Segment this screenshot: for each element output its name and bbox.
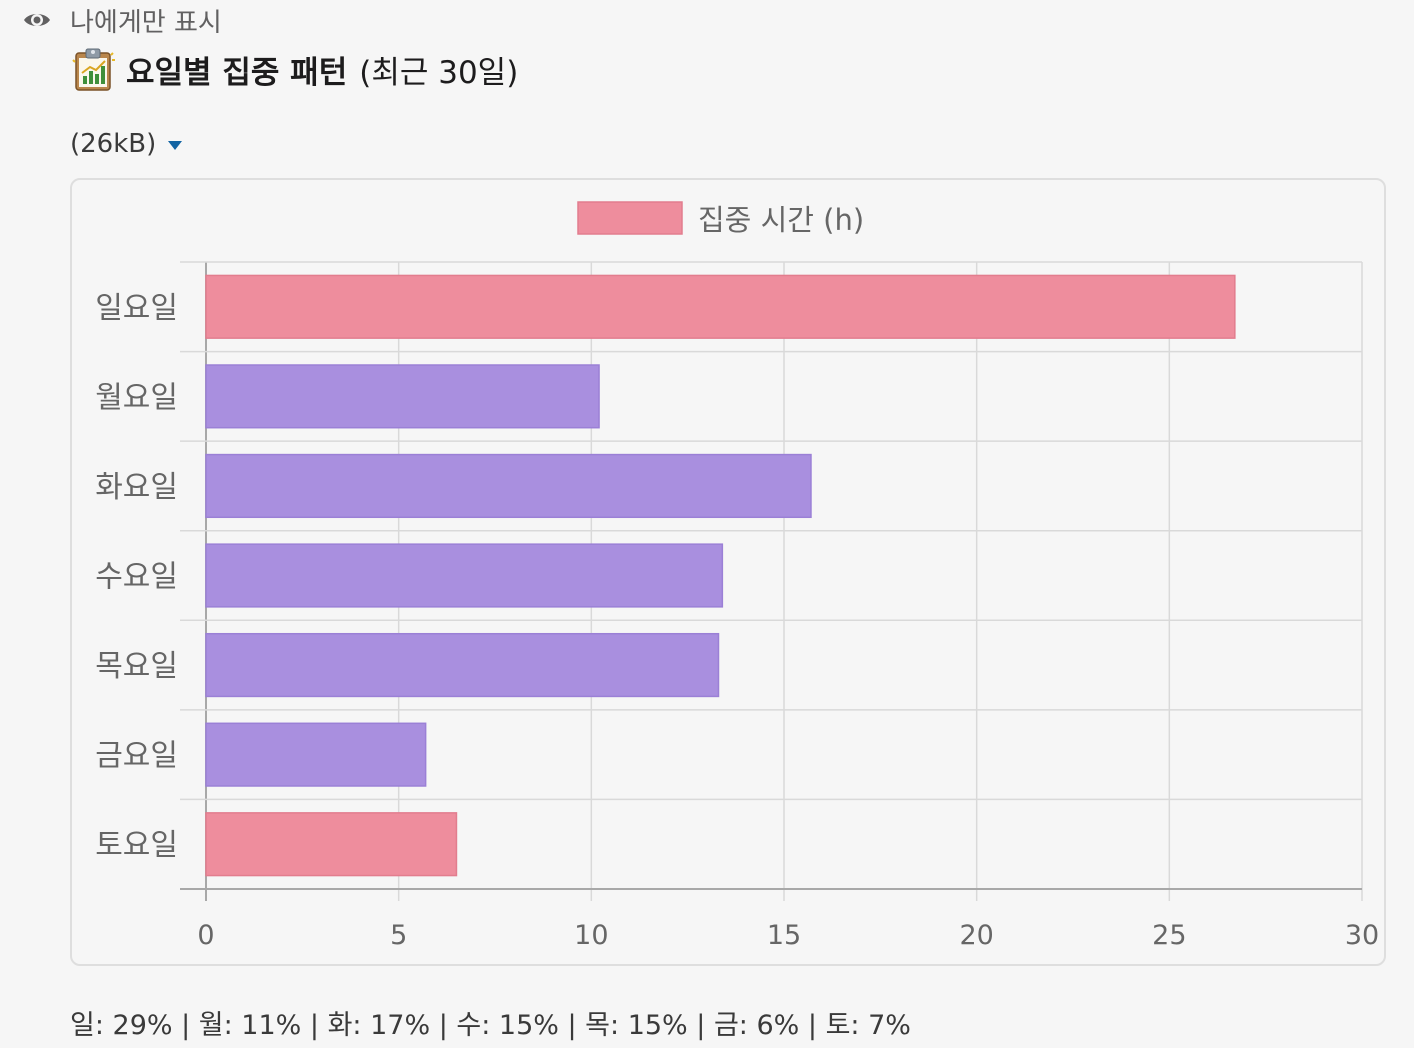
- attachment-meta[interactable]: (26kB): [70, 126, 182, 162]
- x-tick-label: 20: [959, 920, 993, 951]
- page-title: 요일별 집중 패턴: [126, 47, 347, 92]
- x-tick-label: 30: [1345, 920, 1379, 951]
- y-category-label: 목요일: [95, 649, 178, 684]
- message-title: 요일별 집중 패턴 (최근 30일): [70, 44, 518, 94]
- visibility-label: 나에게만 표시: [70, 2, 222, 39]
- y-category-label: 화요일: [95, 470, 178, 505]
- bar-2: [206, 365, 599, 428]
- x-tick-label: 5: [390, 920, 407, 951]
- x-tick-label: 25: [1152, 920, 1186, 951]
- eye-icon: [22, 5, 52, 35]
- y-category-label: 일요일: [95, 291, 178, 326]
- bar-3: [206, 455, 811, 518]
- title-period: (최근 30일): [359, 47, 518, 92]
- visibility-notice: 나에게만 표시: [22, 2, 222, 38]
- x-tick-label: 15: [767, 920, 801, 951]
- bar-1: [206, 275, 1235, 338]
- y-category-label: 토요일: [95, 828, 178, 863]
- y-category-label: 금요일: [95, 739, 178, 774]
- legend-label: 집중 시간 (h): [698, 203, 864, 237]
- caret-down-icon[interactable]: [168, 141, 182, 150]
- bar-5: [206, 634, 718, 697]
- file-size: (26kB): [70, 129, 156, 159]
- bar-4: [206, 544, 722, 607]
- percentage-summary: 일: 29% | 월: 11% | 화: 17% | 수: 15% | 목: 1…: [70, 1004, 911, 1040]
- x-tick-label: 0: [197, 920, 214, 951]
- chart-clipboard-icon: [70, 46, 116, 92]
- y-category-label: 월요일: [95, 380, 178, 415]
- legend-swatch: [578, 202, 682, 234]
- y-category-label: 수요일: [95, 560, 178, 595]
- bar-7: [206, 813, 456, 876]
- x-tick-label: 10: [574, 920, 608, 951]
- bar-6: [206, 723, 426, 786]
